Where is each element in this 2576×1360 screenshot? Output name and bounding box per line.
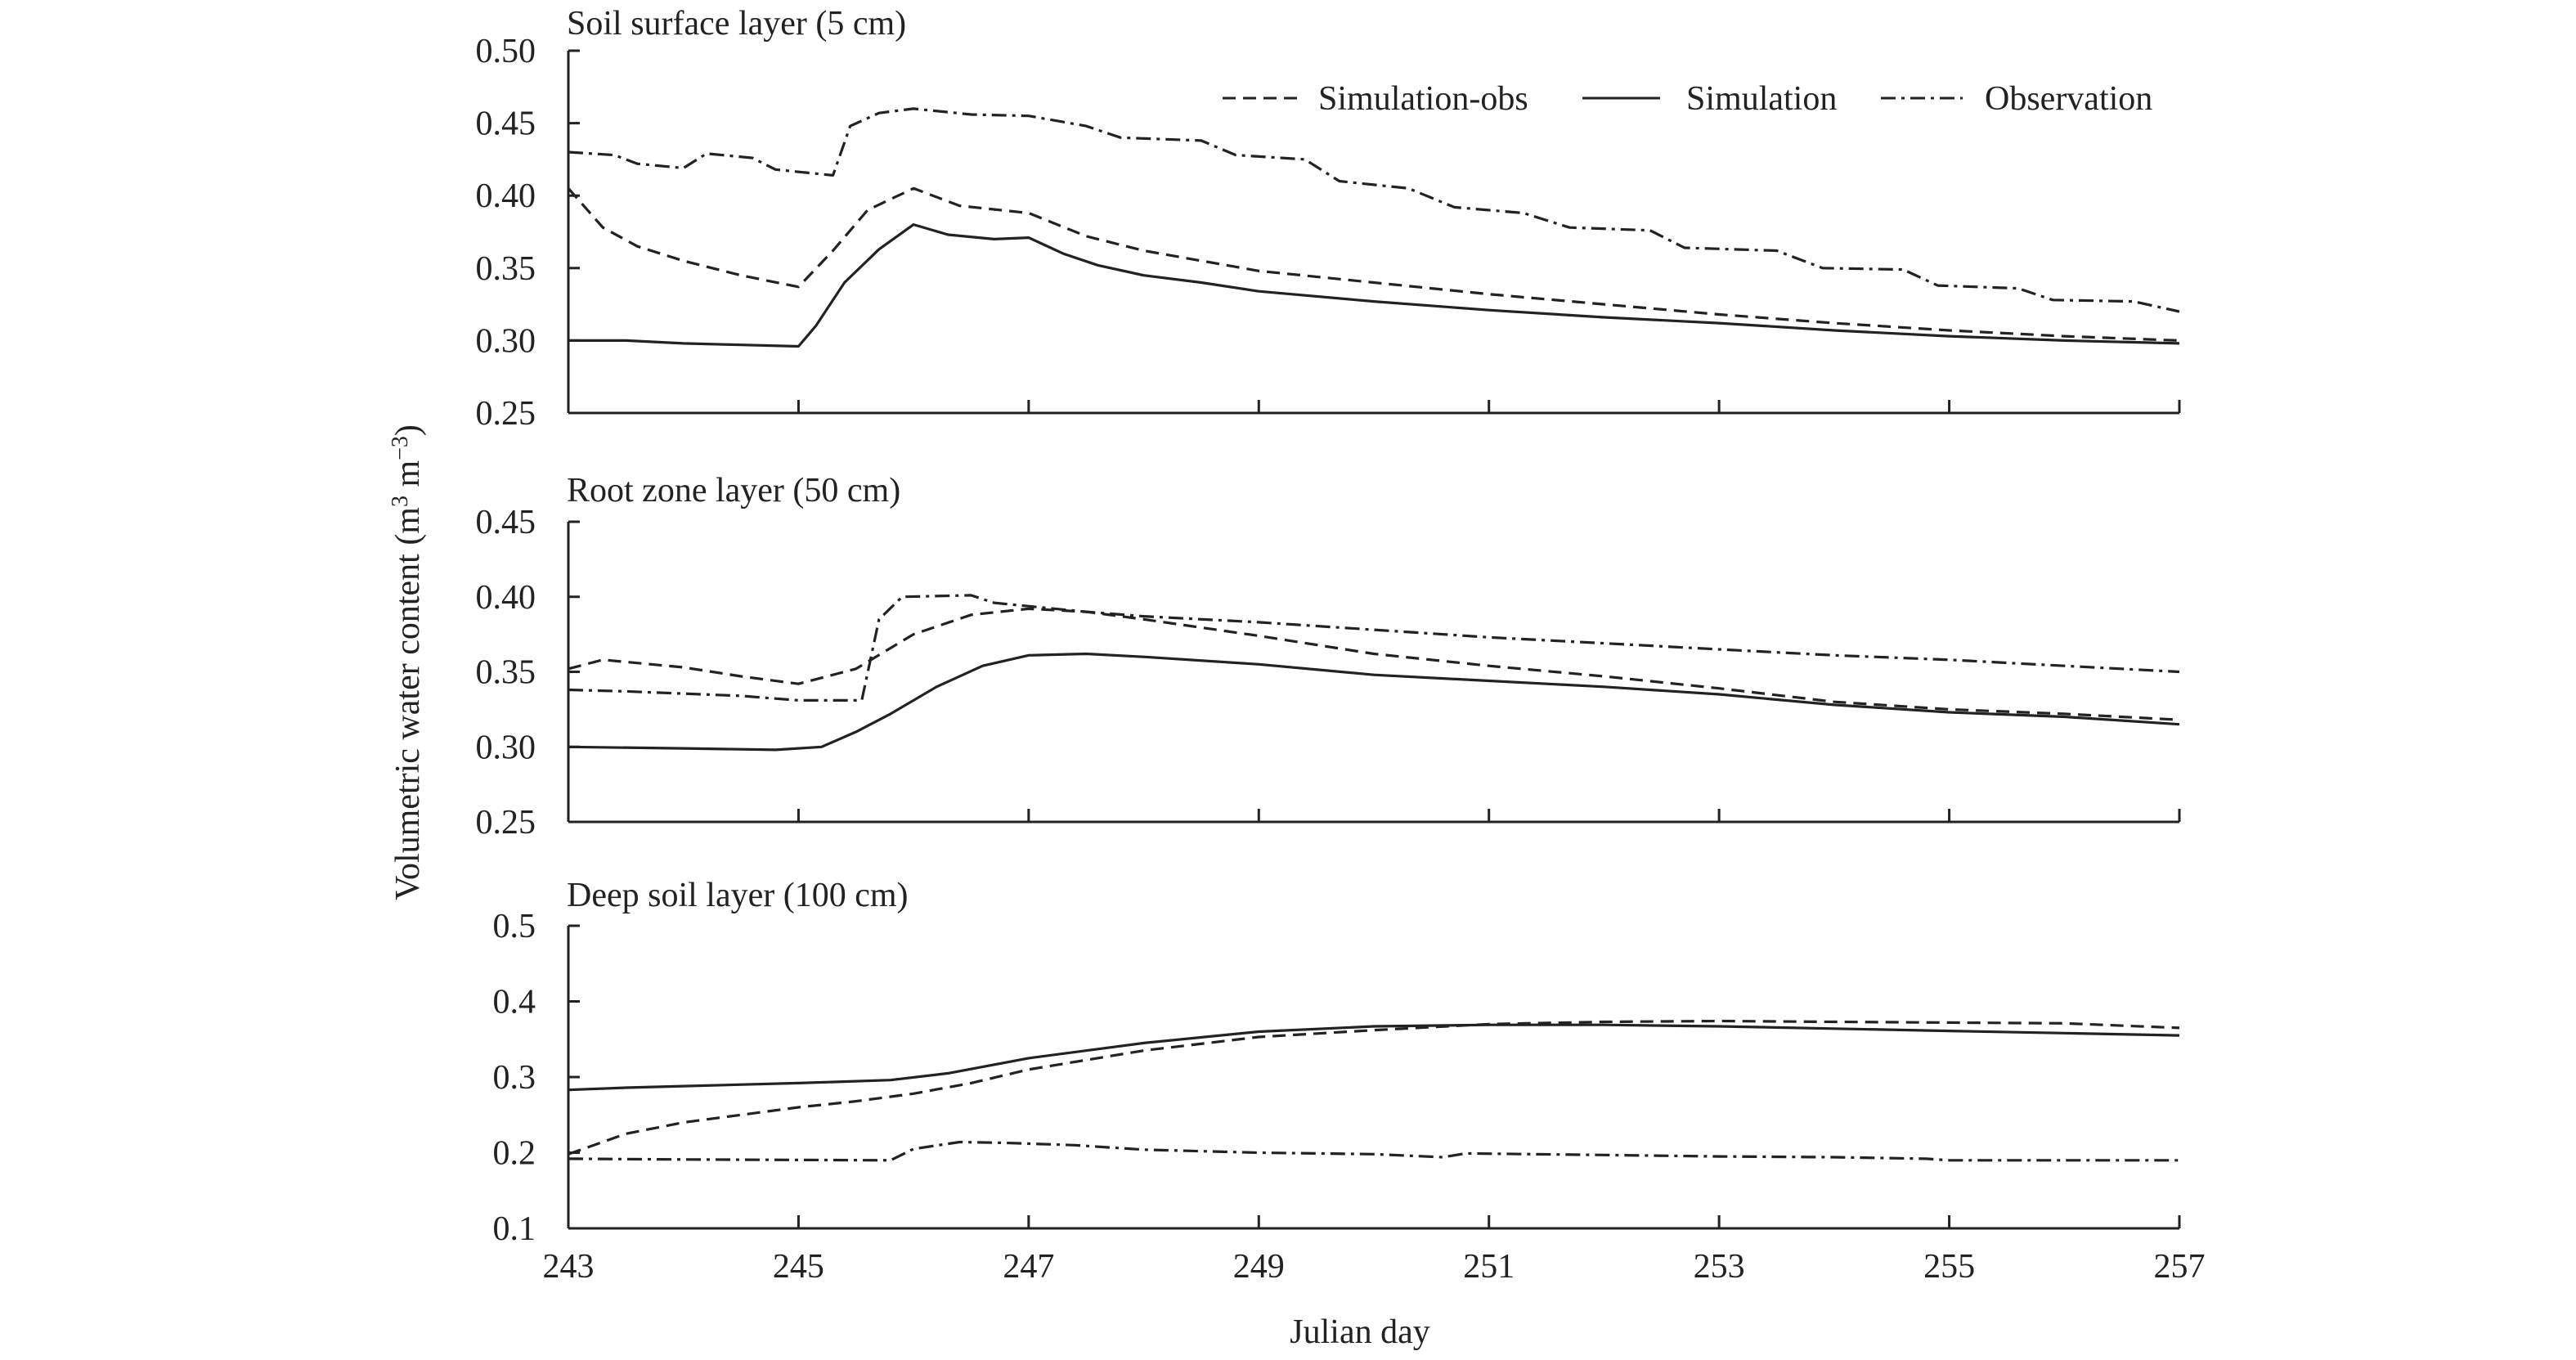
legend-label-observation: Observation	[1985, 80, 2152, 118]
y-tick-label-surface: 0.50	[476, 33, 536, 70]
y-tick-label-root-zone: 0.25	[476, 804, 536, 842]
y-tick-label-surface: 0.40	[476, 177, 536, 215]
series-line-simulation-deep	[568, 1023, 2180, 1092]
series-line-observation-deep	[568, 1140, 2179, 1162]
series-line-observation-surface	[568, 107, 2180, 313]
x-tick-label: 247	[1003, 1248, 1054, 1286]
y-axis-title-sup1: 3	[388, 496, 413, 507]
panel-title-deep: Deep soil layer (100 cm)	[567, 877, 909, 914]
x-tick-label: 251	[1463, 1248, 1515, 1286]
series-line-simulation-obs-deep	[568, 1019, 2180, 1156]
x-tick-labels: 243 245 247 249 251 253 255 257	[543, 1248, 2206, 1286]
y-axis-title-end: )	[389, 424, 427, 436]
series-line-simulation-root-zone	[568, 652, 2180, 752]
y-tick-label-root-zone: 0.40	[476, 579, 536, 617]
panel-title-surface: Soil surface layer (5 cm)	[567, 5, 906, 43]
y-tick-label-deep: 0.2	[493, 1135, 536, 1173]
series-line-simulation-obs-root-zone	[568, 607, 2180, 721]
panel-title-root-zone: Root zone layer (50 cm)	[567, 472, 900, 509]
y-tick-label-deep: 0.3	[493, 1059, 536, 1097]
y-tick-label-surface: 0.35	[476, 250, 536, 288]
y-tick-label-deep: 0.4	[493, 984, 536, 1021]
x-tick-label: 257	[2154, 1248, 2206, 1286]
x-tick-label: 253	[1694, 1248, 1745, 1286]
y-tick-label-surface: 0.25	[476, 395, 536, 433]
series-line-simulation-obs-surface	[567, 186, 2180, 342]
x-tick-label: 245	[773, 1248, 824, 1286]
y-tick-label-deep: 0.5	[493, 908, 536, 945]
y-tick-label-deep: 0.1	[493, 1210, 536, 1248]
x-tick-label: 249	[1233, 1248, 1285, 1286]
legend-label-simulation: Simulation	[1686, 80, 1837, 118]
y-tick-label-surface: 0.30	[476, 322, 536, 360]
panel-root-zone: Root zone layer (50 cm) 0.25 0.30 0.35 0.40…	[476, 472, 2181, 842]
x-tick-label: 243	[543, 1248, 595, 1286]
series-line-observation-root-zone	[568, 594, 2180, 702]
legend-label-simulation-obs: Simulation-obs	[1318, 80, 1528, 118]
y-tick-label-root-zone: 0.35	[476, 654, 536, 692]
legend: Simulation-obs Simulation Observation	[1223, 80, 2152, 118]
panel-deep: Deep soil layer (100 cm) 0.1 0.2 0.3 0.4 0.5	[493, 877, 2181, 1248]
y-axis-title-main: Volumetric water content (m	[389, 507, 427, 900]
y-axis-title-mid: m	[389, 460, 427, 496]
series-line-simulation-surface	[568, 223, 2180, 348]
y-tick-label-root-zone: 0.30	[476, 729, 536, 766]
panel-surface: Soil surface layer (5 cm) 0.25 0.30 0.35 0.…	[476, 5, 2181, 433]
x-tick-label: 255	[1923, 1248, 1975, 1286]
y-tick-label-root-zone: 0.45	[476, 504, 536, 541]
y-axis-title-sup2: −3	[388, 436, 413, 460]
y-tick-label-surface: 0.45	[476, 105, 536, 143]
y-axis-title: Volumetric water content (m3 m−3)	[388, 424, 427, 900]
x-axis-title: Julian day	[1290, 1313, 1429, 1351]
